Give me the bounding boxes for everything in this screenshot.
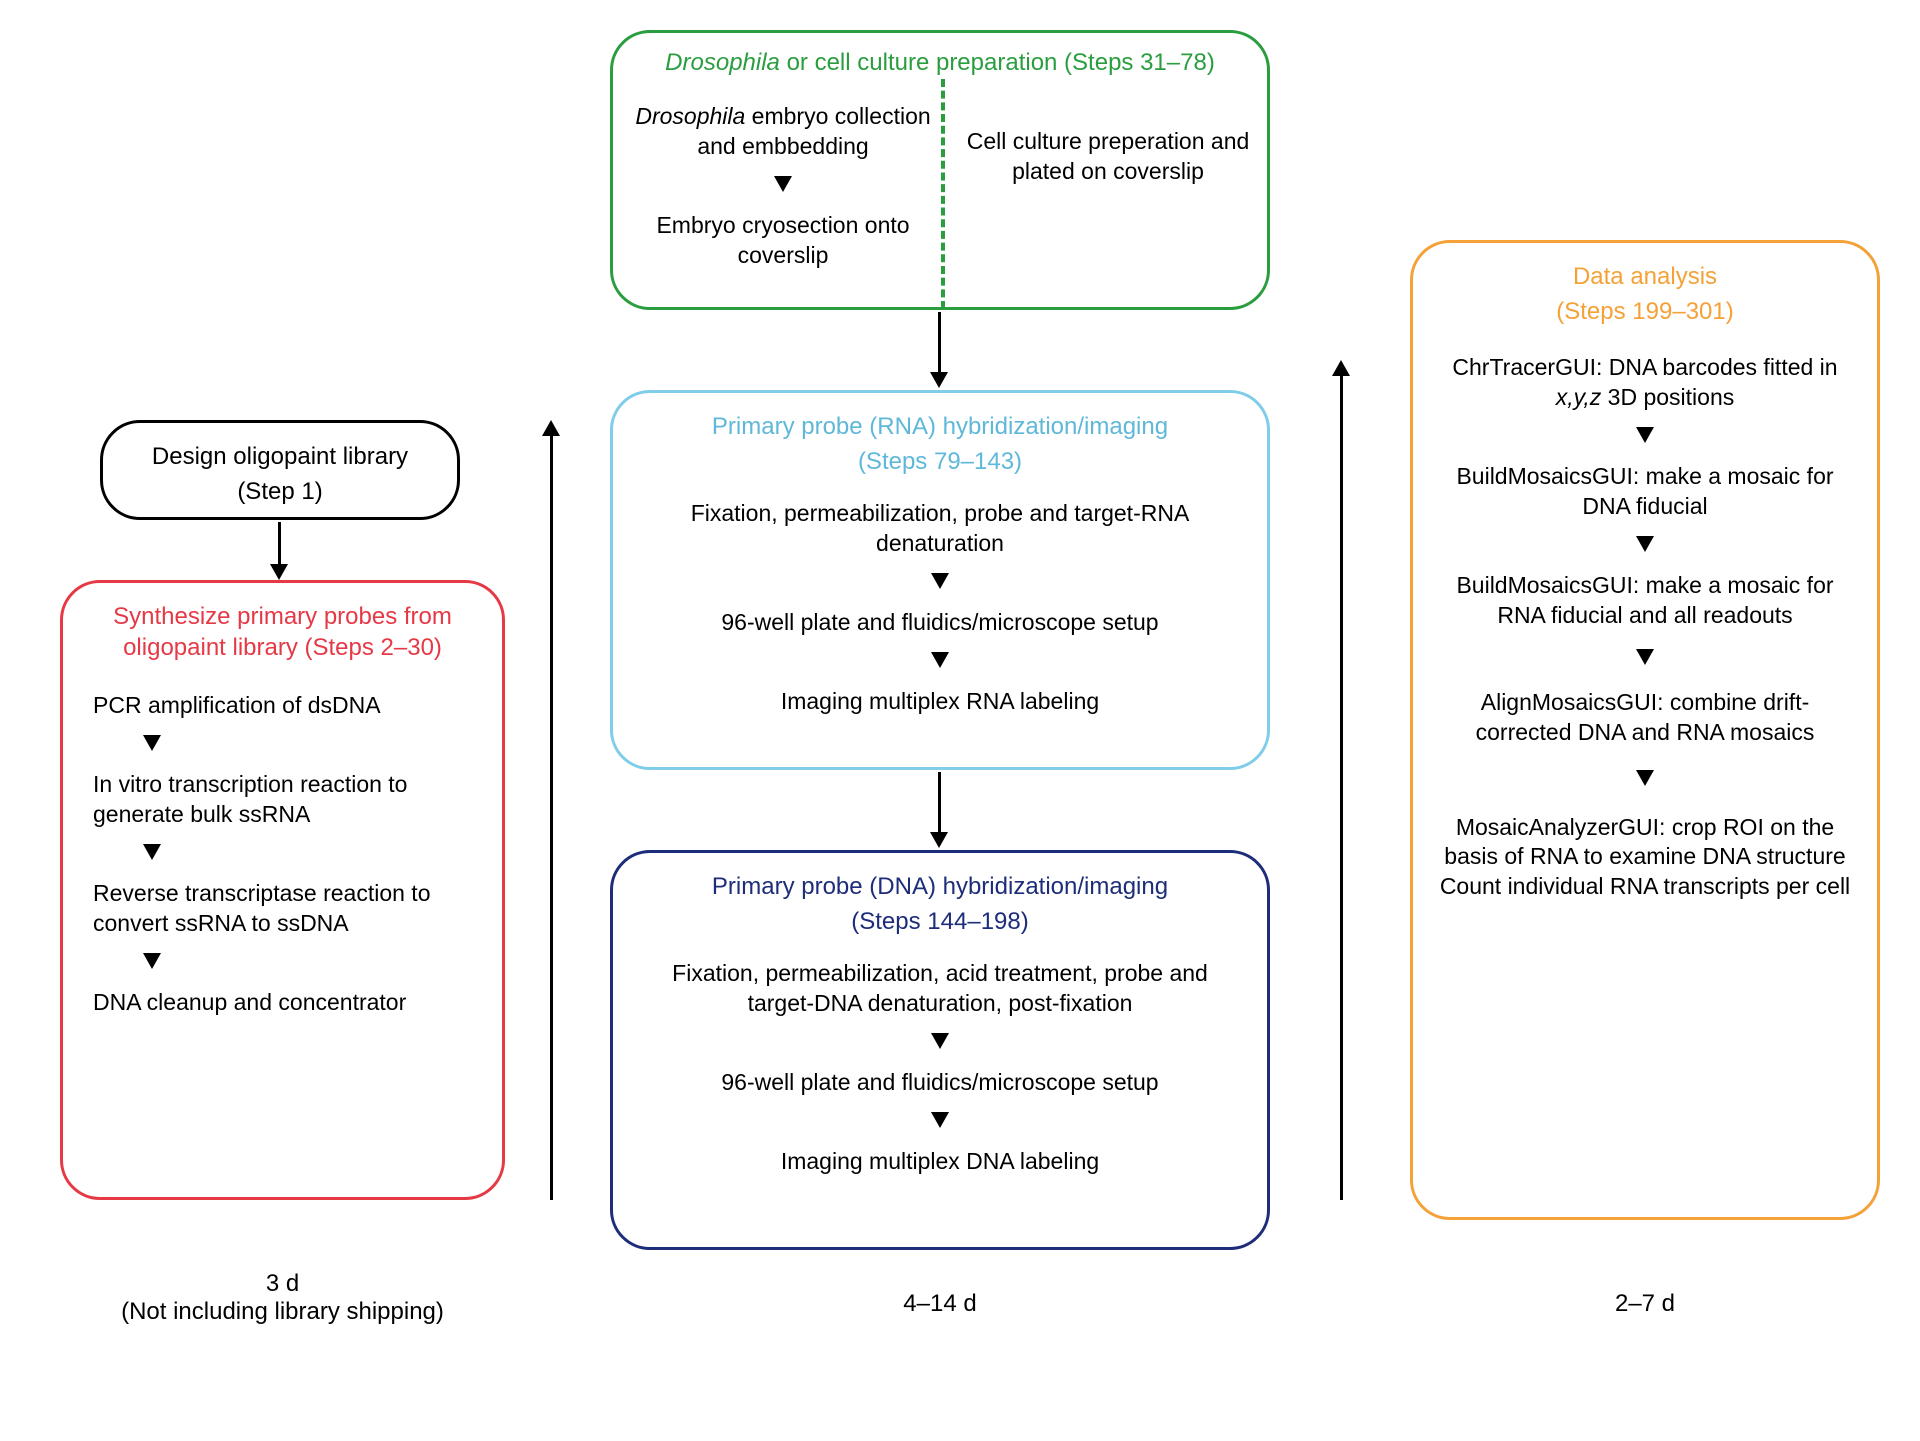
design-title: Design oligopaint library (127, 441, 433, 472)
arrow-icon (1636, 770, 1654, 786)
prep-left-step2: Embryo cryosection onto coverslip (633, 211, 933, 271)
prep-right-col: Cell culture preperation and plated on c… (963, 113, 1253, 201)
arrow-icon (774, 176, 792, 192)
rna-title: Primary probe (RNA) hybridization/imagin… (637, 411, 1243, 442)
analysis-s0-italic: x,y,z (1556, 384, 1602, 410)
box-rna: Primary probe (RNA) hybridization/imagin… (610, 390, 1270, 770)
arrow-head-design-to-synth (270, 564, 288, 580)
dna-title: Primary probe (DNA) hybridization/imagin… (637, 871, 1243, 902)
rna-subtitle: (Steps 79–143) (637, 446, 1243, 477)
prep-divider (941, 79, 945, 309)
synth-step-1: In vitro transcription reaction to gener… (93, 770, 472, 830)
arrow-icon (143, 844, 161, 860)
synth-step-3: DNA cleanup and concentrator (93, 988, 472, 1018)
dna-step-1: 96-well plate and fluidics/microscope se… (637, 1068, 1243, 1098)
dna-step-0: Fixation, permeabilization, acid treatme… (637, 959, 1243, 1019)
box-prep: Drosophila or cell culture preparation (… (610, 30, 1270, 310)
prep-title: Drosophila or cell culture preparation (… (637, 47, 1243, 78)
arrow-icon (143, 953, 161, 969)
design-subtitle: (Step 1) (127, 476, 433, 507)
arrow-icon (931, 573, 949, 589)
rna-step-1: 96-well plate and fluidics/microscope se… (637, 608, 1243, 638)
duration-right: 2–7 d (1410, 1290, 1880, 1318)
arrow-icon (931, 652, 949, 668)
arrow-icon (1636, 427, 1654, 443)
prep-right-step: Cell culture preperation and plated on c… (963, 127, 1253, 187)
prep-title-rest: or cell culture preparation (Steps 31–78… (780, 49, 1215, 76)
rna-step-0: Fixation, permeabilization, probe and ta… (637, 499, 1243, 559)
arrow-icon (143, 735, 161, 751)
arrow-rna-to-dna (938, 772, 941, 834)
prep-left-italic: Drosophila (635, 103, 745, 129)
duration-left-main: 3 d (60, 1270, 505, 1298)
duration-left-sub: (Not including library shipping) (60, 1298, 505, 1326)
duration-left: 3 d (Not including library shipping) (60, 1270, 505, 1326)
arrow-icon (1636, 536, 1654, 552)
synth-title: Synthesize primary probes from oligopain… (93, 601, 472, 663)
rna-step-2: Imaging multiplex RNA labeling (637, 687, 1243, 717)
synth-step-2: Reverse transcriptase reaction to conver… (93, 879, 472, 939)
arrow-icon (1636, 649, 1654, 665)
prep-left-col: Drosophila embryo collection and embbedd… (633, 88, 933, 285)
synth-step-0: PCR amplification of dsDNA (93, 691, 472, 721)
prep-title-italic: Drosophila (665, 49, 780, 76)
arrow-head-prep-to-rna (930, 372, 948, 388)
prep-left-step1: Drosophila embryo collection and embbedd… (633, 102, 933, 162)
analysis-s0-prefix: ChrTracerGUI: DNA barcodes fitted in (1452, 354, 1837, 380)
analysis-step-3: AlignMosaicsGUI: combine drift-corrected… (1437, 688, 1853, 748)
arrow-head-left-to-middle (542, 420, 560, 436)
analysis-step-4: MosaicAnalyzerGUI: crop ROI on the basis… (1437, 813, 1853, 903)
arrow-prep-to-rna (938, 312, 941, 374)
analysis-step-0: ChrTracerGUI: DNA barcodes fitted in x,y… (1437, 353, 1853, 413)
analysis-subtitle: (Steps 199–301) (1437, 296, 1853, 327)
analysis-step-1: BuildMosaicsGUI: make a mosaic for DNA f… (1437, 462, 1853, 522)
analysis-step-2: BuildMosaicsGUI: make a mosaic for RNA f… (1437, 571, 1853, 631)
arrow-icon (931, 1033, 949, 1049)
arrow-middle-to-right (1340, 374, 1343, 1200)
dna-step-2: Imaging multiplex DNA labeling (637, 1147, 1243, 1177)
arrow-left-to-middle (550, 434, 553, 1200)
analysis-title: Data analysis (1437, 261, 1853, 292)
box-design: Design oligopaint library (Step 1) (100, 420, 460, 520)
arrow-icon (931, 1112, 949, 1128)
box-analysis: Data analysis (Steps 199–301) ChrTracerG… (1410, 240, 1880, 1220)
box-synthesize: Synthesize primary probes from oligopain… (60, 580, 505, 1200)
workflow-diagram: Design oligopaint library (Step 1) Synth… (20, 20, 1900, 1420)
dna-subtitle: (Steps 144–198) (637, 906, 1243, 937)
arrow-head-rna-to-dna (930, 832, 948, 848)
arrow-head-middle-to-right (1332, 360, 1350, 376)
arrow-design-to-synth (278, 522, 281, 566)
box-dna: Primary probe (DNA) hybridization/imagin… (610, 850, 1270, 1250)
analysis-s0-suffix: 3D positions (1601, 384, 1734, 410)
duration-middle: 4–14 d (610, 1290, 1270, 1318)
